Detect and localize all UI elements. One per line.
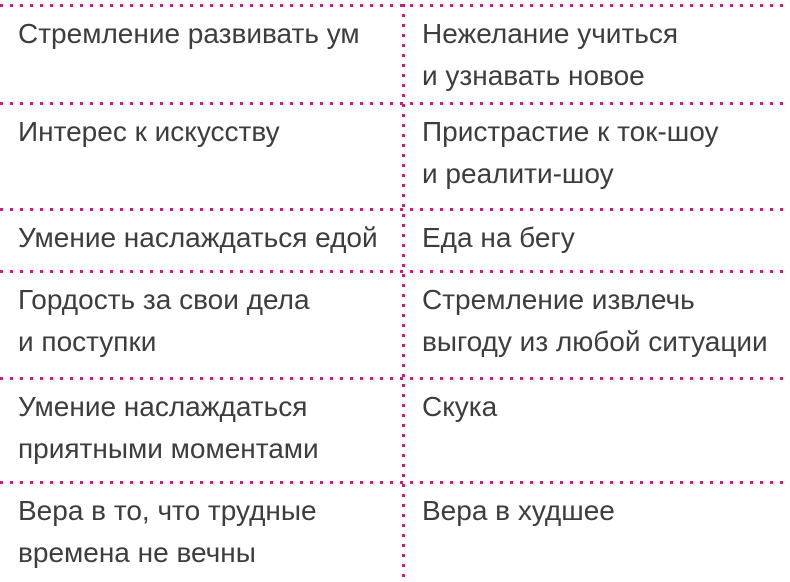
positive-trait-cell: Стремление развивать ум <box>18 18 360 49</box>
table-row: Стремление развивать ум Нежелание учитьс… <box>0 4 790 102</box>
negative-trait-cell: Пристрастие к ток-шоу и реалити-шоу <box>422 116 719 189</box>
negative-trait-cell: Нежелание учиться и узнавать новое <box>422 18 679 91</box>
table-row: Умение наслаждаться приятными моментами … <box>0 377 790 481</box>
positive-trait-cell: Интерес к искусству <box>18 116 280 147</box>
table-row: Вера в то, что трудные времена не вечны … <box>0 481 790 582</box>
negative-trait-cell: Стремление извлечь выгоду из любой ситуа… <box>422 284 768 357</box>
column-separator-dotted-line <box>402 4 405 582</box>
positive-trait-cell: Гордость за свои дела и поступки <box>18 284 310 357</box>
table-row: Гордость за свои дела и поступки Стремле… <box>0 270 790 377</box>
traits-comparison-table: Стремление развивать ум Нежелание учитьс… <box>0 4 790 582</box>
negative-trait-cell: Вера в худшее <box>422 495 615 526</box>
negative-trait-cell: Еда на бегу <box>422 222 575 253</box>
table-row: Умение наслаждаться едой Еда на бегу <box>0 208 790 270</box>
positive-trait-cell: Умение наслаждаться едой <box>18 222 378 253</box>
negative-trait-cell: Скука <box>422 391 498 422</box>
table-row: Интерес к искусству Пристрастие к ток-шо… <box>0 102 790 208</box>
positive-trait-cell: Умение наслаждаться приятными моментами <box>18 391 319 464</box>
positive-trait-cell: Вера в то, что трудные времена не вечны <box>18 495 317 568</box>
